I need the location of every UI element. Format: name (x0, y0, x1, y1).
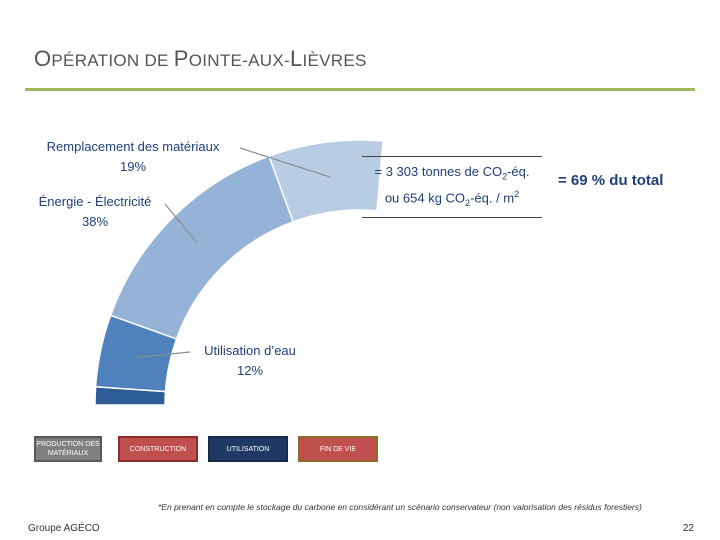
segment-name: Remplacement des matériaux (46, 139, 220, 154)
slide-title: OPÉRATION DE POINTE-AUX-LIÈVRES (34, 46, 367, 71)
leader-line (164, 203, 198, 244)
leader-line (134, 351, 191, 359)
segment-percent: 12% (236, 363, 264, 378)
total-tonnes: = 3 303 tonnes de CO2-éq. (374, 164, 530, 182)
phase-utilisation: UTILISATION (208, 436, 288, 462)
footer-company: Groupe AGÉCO (28, 523, 100, 534)
phase-production: PRODUCTION DES MATÉRIAUX (34, 436, 102, 462)
share-of-total: = 69 % du total (558, 172, 664, 189)
title-divider (25, 88, 695, 91)
arc-segment (268, 139, 384, 223)
segment-name: Énergie - Électricité (38, 194, 152, 209)
arc-segment (109, 155, 295, 340)
phase-fin-de-vie: FIN DE VIE (298, 436, 378, 462)
leader-line (239, 147, 331, 178)
phase-construction: CONSTRUCTION (118, 436, 198, 462)
segment-label-energie: Énergie - Électricité 38% (28, 192, 162, 232)
segment-percent: 38% (81, 214, 109, 229)
segment-label-remplacement: Remplacement des matériaux 19% (28, 137, 238, 177)
segment-label-utilisation-eau: Utilisation d’eau 12% (186, 341, 314, 381)
total-emissions-box: = 3 303 tonnes de CO2-éq. ou 654 kg CO2-… (362, 156, 542, 218)
footnote: *En prenant en compte le stockage du car… (158, 502, 642, 512)
segment-name: Utilisation d’eau (204, 343, 296, 358)
page-number: 22 (682, 523, 694, 534)
total-per-m2: ou 654 kg CO2-éq. / m2 (384, 188, 520, 208)
segment-percent: 19% (119, 159, 147, 174)
